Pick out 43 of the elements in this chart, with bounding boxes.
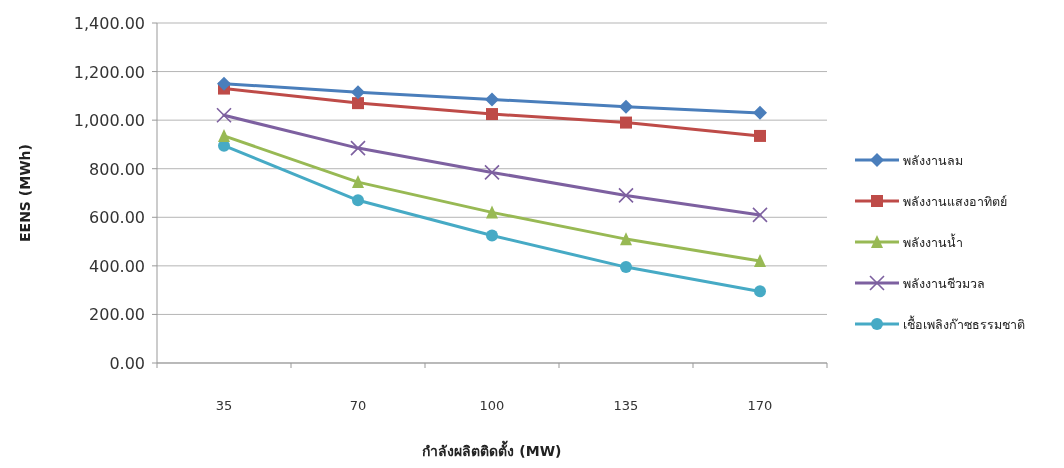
point <box>752 207 768 223</box>
point <box>754 285 766 298</box>
legend-label: พลังงานลม <box>903 153 963 168</box>
point <box>351 85 365 100</box>
point <box>486 108 498 121</box>
legend-label: พลังงานชีวมวล <box>903 276 985 291</box>
y-tick-label: 800.00 <box>89 159 145 179</box>
point <box>620 232 632 246</box>
point <box>485 92 499 107</box>
y-tick-label: 1,400.00 <box>73 14 145 33</box>
x-tick-label: 35 <box>215 398 233 413</box>
point <box>486 229 498 242</box>
point <box>754 129 766 142</box>
x-tick-label: 70 <box>349 398 367 413</box>
point <box>619 99 633 114</box>
y-tick-label: 200.00 <box>89 305 145 325</box>
point <box>618 187 634 204</box>
point <box>486 205 498 219</box>
y-tick-label: 400.00 <box>89 256 145 276</box>
point <box>620 261 632 274</box>
point <box>352 97 364 110</box>
point <box>218 128 230 142</box>
y-tick-label: 0.00 <box>109 354 145 373</box>
point <box>754 254 766 267</box>
legend-label: เชื้อเพลิงก๊าซธรรมชาติ <box>903 315 1025 332</box>
x-tick-label: 100 <box>479 398 505 413</box>
point <box>217 76 231 91</box>
point <box>620 116 632 129</box>
legend-label: พลังงานน้ำ <box>903 233 963 250</box>
x-tick-label: 170 <box>747 398 773 413</box>
point <box>350 140 366 156</box>
y-tick-label: 1,200.00 <box>73 62 145 82</box>
point <box>216 107 232 124</box>
point <box>753 105 767 120</box>
y-axis-title: EENS (MWh) <box>17 144 33 242</box>
legend-label: พลังงานแสงอาทิตย์ <box>903 194 1007 209</box>
x-axis-title: กำลังผลิตติดตั้ง (MW) <box>422 440 562 459</box>
x-tick-label: 135 <box>613 398 639 413</box>
point <box>484 164 500 181</box>
y-tick-label: 1,000.00 <box>73 111 145 131</box>
y-tick-label: 600.00 <box>89 208 145 228</box>
point <box>352 194 364 207</box>
point <box>352 175 364 189</box>
